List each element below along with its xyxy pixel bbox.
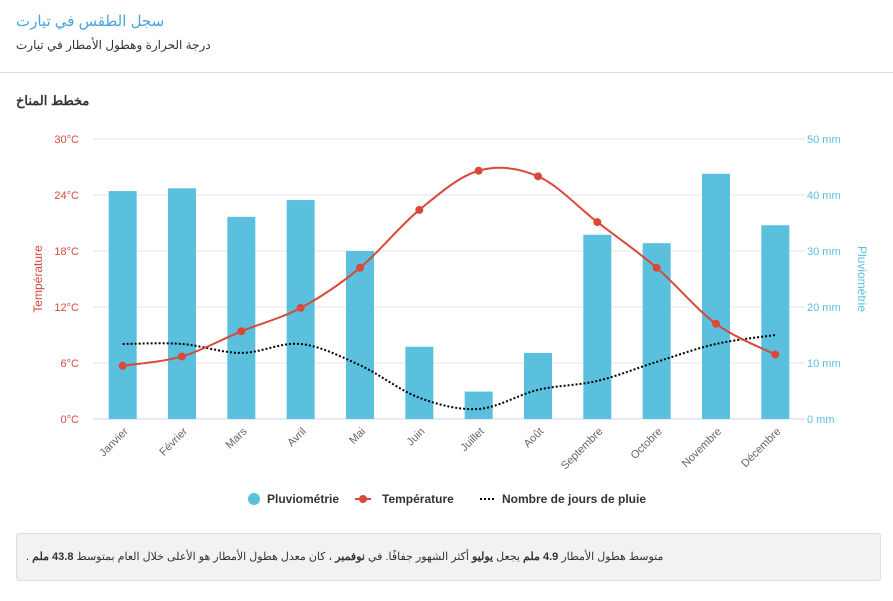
temperature-point <box>296 303 305 312</box>
left-tick-label: 0°C <box>61 414 80 426</box>
left-axis-title: Température <box>31 245 45 313</box>
x-tick-label: Août <box>522 426 546 450</box>
x-tick-label: Février <box>157 425 190 458</box>
temperature-point <box>652 263 661 272</box>
page-subtitle: درجة الحرارة وهطول الأمطار في تيارت <box>16 38 211 52</box>
rain-bar <box>761 225 790 419</box>
left-tick-label: 24°C <box>54 190 79 202</box>
rain-bar <box>642 243 671 419</box>
rain-bar <box>168 188 196 419</box>
legend-temp-label: Température <box>382 492 454 506</box>
summary-max-value: 43.8 ملم <box>32 551 74 563</box>
right-tick-label: 40 mm <box>807 190 841 202</box>
rain-bar <box>464 391 493 419</box>
right-tick-label: 10 mm <box>807 358 841 370</box>
rain-bar <box>405 346 434 419</box>
rain-days-line <box>122 334 776 411</box>
legend-rain-label: Pluviométrie <box>267 492 339 506</box>
right-axis-title: Pluviométrie <box>855 246 869 312</box>
summary-part: متوسط هطول الأمطار <box>558 551 664 563</box>
summary-part: . <box>26 551 33 563</box>
x-tick-label: Octobre <box>629 426 665 462</box>
temperature-point <box>415 205 424 214</box>
x-tick-label: Juillet <box>458 426 486 454</box>
rain-bar <box>583 234 612 419</box>
rain-bar <box>108 191 137 419</box>
section-title: مخطط المناخ <box>16 93 90 108</box>
left-tick-label: 30°C <box>54 134 79 146</box>
x-tick-label: Janvier <box>97 425 131 459</box>
temperature-point <box>712 319 720 328</box>
summary-dry-month: يوليو <box>472 551 494 563</box>
right-tick-label: 50 mm <box>807 134 841 146</box>
x-tick-label: Mai <box>347 426 368 447</box>
left-tick-label: 12°C <box>54 302 79 314</box>
temperature-point <box>356 263 364 272</box>
climate-chart: 0°C 0 mm 6°C 10 mm 12°C 20 mm 18°C 30 mm 24°C 40 … <box>31 134 869 506</box>
page-title: سجل الطقس في تيارت <box>16 13 165 30</box>
temperature-point <box>771 350 780 359</box>
rain-bar <box>227 216 256 419</box>
temperature-point <box>237 327 246 336</box>
summary-part: يجعل <box>493 551 524 563</box>
x-tick-label: Septembre <box>559 426 606 473</box>
left-tick-label: 18°C <box>54 246 79 258</box>
summary-wet-month: نوفمبر <box>335 551 365 563</box>
legend-days-label: Nombre de jours de pluie <box>502 492 646 506</box>
x-tick-label: Novembre <box>680 426 724 470</box>
rain-bar <box>702 173 730 419</box>
x-tick-label: Juin <box>405 426 428 449</box>
right-tick-label: 30 mm <box>807 246 841 258</box>
temperature-line <box>122 166 776 367</box>
summary-part: أكثر الشهور جفافًا. في <box>364 551 473 563</box>
temperature-point <box>118 361 127 370</box>
summary-part: ، كان معدل هطول الأمطار هو الأعلى خلال ا… <box>73 551 336 563</box>
x-tick-label: Avril <box>285 426 308 449</box>
legend-temp-marker <box>359 495 367 503</box>
rain-bar <box>524 352 552 419</box>
temperature-point <box>474 166 483 175</box>
temperature-point <box>593 218 602 227</box>
right-tick-label: 0 mm <box>807 414 835 426</box>
summary-text: متوسط هطول الأمطار 4.9 ملم يجعل يوليو أك… <box>26 550 663 563</box>
left-tick-label: 6°C <box>61 358 80 370</box>
temperature-point <box>534 172 542 181</box>
x-tick-label: Décembre <box>739 426 783 470</box>
summary-min-value: 4.9 ملم <box>523 551 559 563</box>
x-tick-label: Mars <box>224 425 250 451</box>
right-tick-label: 20 mm <box>807 302 841 314</box>
legend-rain-marker <box>248 493 260 505</box>
temperature-point <box>178 352 186 361</box>
rain-bar <box>346 251 374 419</box>
summary-box <box>16 533 881 581</box>
divider <box>0 72 893 73</box>
